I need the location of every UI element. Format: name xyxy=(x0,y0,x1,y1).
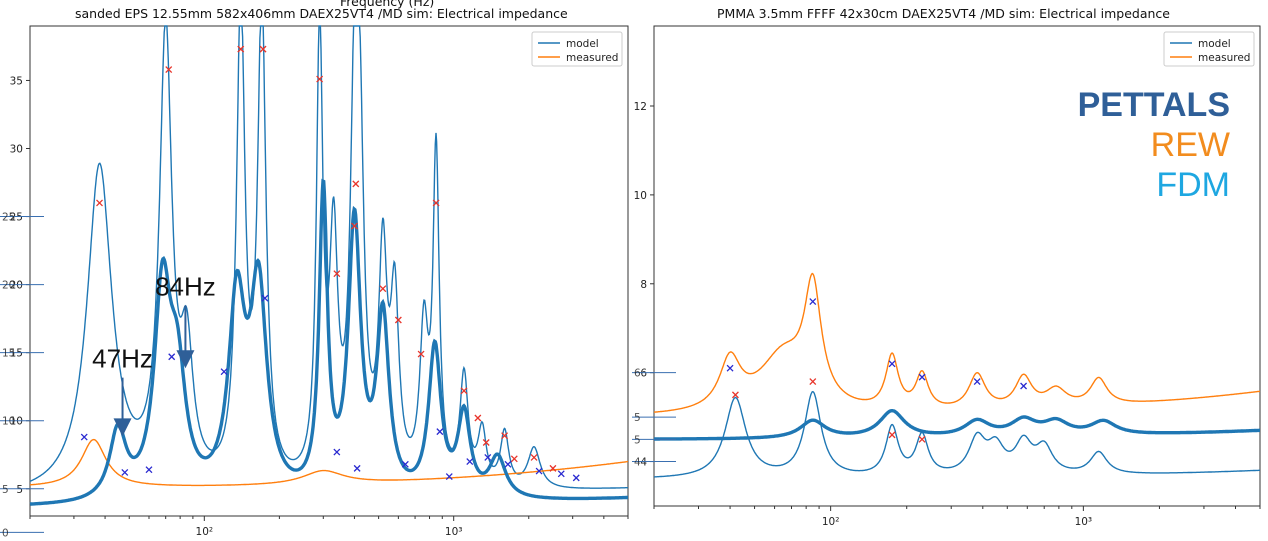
peak-marker-red xyxy=(474,414,482,422)
peak-marker-red xyxy=(530,454,538,461)
ghost-tick-label: 25 xyxy=(2,212,15,224)
y-tick-label: 15 xyxy=(10,348,23,360)
peak-marker-red xyxy=(96,199,103,207)
peak-marker-red xyxy=(352,180,360,188)
ghost-tick-label: 5 xyxy=(634,434,641,446)
peak-marker-blue xyxy=(466,458,474,466)
peak-marker-blue xyxy=(726,364,734,372)
peak-marker-red xyxy=(809,378,817,386)
peak-marker-blue xyxy=(535,467,543,475)
series-line-measured xyxy=(653,272,1261,413)
right-impedance-chart: PMMA 3.5mm FFFF 42x30cm DAEX25VT4 /MD si… xyxy=(632,6,1261,528)
series-line-thick xyxy=(29,178,628,506)
legend-label-measured: measured xyxy=(566,52,618,64)
brand-label-fdm: FDM xyxy=(1156,166,1230,204)
y-tick-label: 12 xyxy=(634,101,647,113)
peak-marker-blue xyxy=(572,474,580,482)
series-line-model xyxy=(29,25,628,489)
peak-marker-blue xyxy=(504,460,512,468)
peak-marker-blue xyxy=(401,460,409,468)
y-tick-label: 8 xyxy=(640,279,647,291)
annotation-arrow-head xyxy=(113,418,132,437)
peak-marker-red xyxy=(165,66,173,74)
peak-marker-blue xyxy=(809,298,817,306)
peak-marker-red xyxy=(510,455,518,463)
y-tick-label: 30 xyxy=(10,144,23,156)
peak-marker-red xyxy=(316,75,324,83)
y-tick-label: 25 xyxy=(10,212,23,224)
peak-marker-red xyxy=(918,435,926,443)
peak-marker-blue xyxy=(121,468,129,476)
peak-marker-red xyxy=(394,316,402,324)
left-plot-area: 5 10 15 20 25 30 35 10² 10³ model measured 84Hz 47Hz… xyxy=(0,25,629,539)
peak-marker-red xyxy=(501,432,509,440)
brand-label-rew: REW xyxy=(1151,126,1230,164)
right-chart-title: PMMA 3.5mm FFFF 42x30cm DAEX25VT4 /MD si… xyxy=(717,6,1170,21)
y-tick-label: 10 xyxy=(634,190,647,202)
ghost-tick-label: 5 xyxy=(2,484,9,496)
series-line-model xyxy=(654,390,1260,478)
right-plot-area: 4 6 8 10 12 10² 10³ model measured 6 5 5 4 PETTALSREW… xyxy=(632,25,1261,528)
peak-marker-red xyxy=(432,199,440,207)
y-tick-label: 10 xyxy=(10,416,23,428)
peak-marker-blue xyxy=(353,464,361,472)
peak-marker-red xyxy=(482,439,490,446)
peak-marker-blue xyxy=(918,373,926,381)
peak-marker-red xyxy=(333,270,341,278)
peak-marker-blue xyxy=(1020,382,1028,390)
left-chart-title: sanded EPS 12.55mm 582x406mm DAEX25VT4 /… xyxy=(75,6,568,21)
y-tick-label: 5 xyxy=(16,484,23,496)
legend-label-measured: measured xyxy=(1198,52,1250,64)
peak-marker-red xyxy=(237,45,245,53)
y-tick-label: 4 xyxy=(640,457,647,469)
frequency-annotation: 84Hz xyxy=(155,272,216,302)
ghost-tick-label: 6 xyxy=(634,368,641,380)
y-tick-label: 6 xyxy=(640,368,647,380)
peak-marker-red xyxy=(731,391,739,399)
peak-marker-blue xyxy=(888,360,896,368)
peak-marker-red xyxy=(379,285,387,293)
plot-frame xyxy=(653,25,1261,507)
x-tick-label: 10³ xyxy=(445,526,463,538)
peak-marker-red xyxy=(417,350,425,358)
y-tick-label: 20 xyxy=(10,280,23,292)
frequency-annotation: 47Hz xyxy=(92,344,153,374)
peak-marker-red xyxy=(460,387,468,395)
peak-marker-blue xyxy=(445,473,453,480)
peak-marker-blue xyxy=(168,353,176,361)
peak-marker-blue xyxy=(557,470,565,478)
ghost-tick-label: 5 xyxy=(634,412,641,424)
ghost-tick-label: 10 xyxy=(2,416,15,428)
legend-label-model: model xyxy=(566,38,599,50)
y-tick-label: 35 xyxy=(10,75,23,87)
x-tick-label: 10³ xyxy=(1075,516,1093,528)
peak-marker-red xyxy=(549,464,557,472)
peak-marker-blue xyxy=(436,428,444,436)
peak-marker-blue xyxy=(484,454,492,461)
x-tick-label: 10² xyxy=(196,526,214,538)
ghost-tick-label: 4 xyxy=(634,457,641,469)
series-line-measured xyxy=(30,438,628,487)
peak-marker-blue xyxy=(80,433,88,441)
annotation-arrow-head xyxy=(176,350,195,369)
peak-marker-red xyxy=(350,222,358,230)
peak-marker-red xyxy=(888,431,896,439)
brand-label-pettals: PETTALS xyxy=(1078,86,1230,124)
ghost-tick-label: 15 xyxy=(2,348,15,360)
x-tick-label: 10² xyxy=(822,516,840,528)
left-impedance-chart: sanded EPS 12.55mm 582x406mm DAEX25VT4 /… xyxy=(0,0,629,539)
peak-marker-red xyxy=(259,45,267,53)
legend-label-model: model xyxy=(1198,38,1231,50)
peak-marker-blue xyxy=(145,466,153,474)
peak-marker-blue xyxy=(333,448,341,456)
peak-marker-blue xyxy=(973,378,981,386)
peak-marker-blue xyxy=(220,368,228,376)
series-line-thick xyxy=(654,409,1260,441)
left-ghost-title: Frequency (Hz) xyxy=(340,0,434,9)
ghost-tick-label: 20 xyxy=(2,280,15,292)
ghost-tick-label: 0 xyxy=(2,527,9,539)
peak-marker-blue xyxy=(261,294,269,302)
